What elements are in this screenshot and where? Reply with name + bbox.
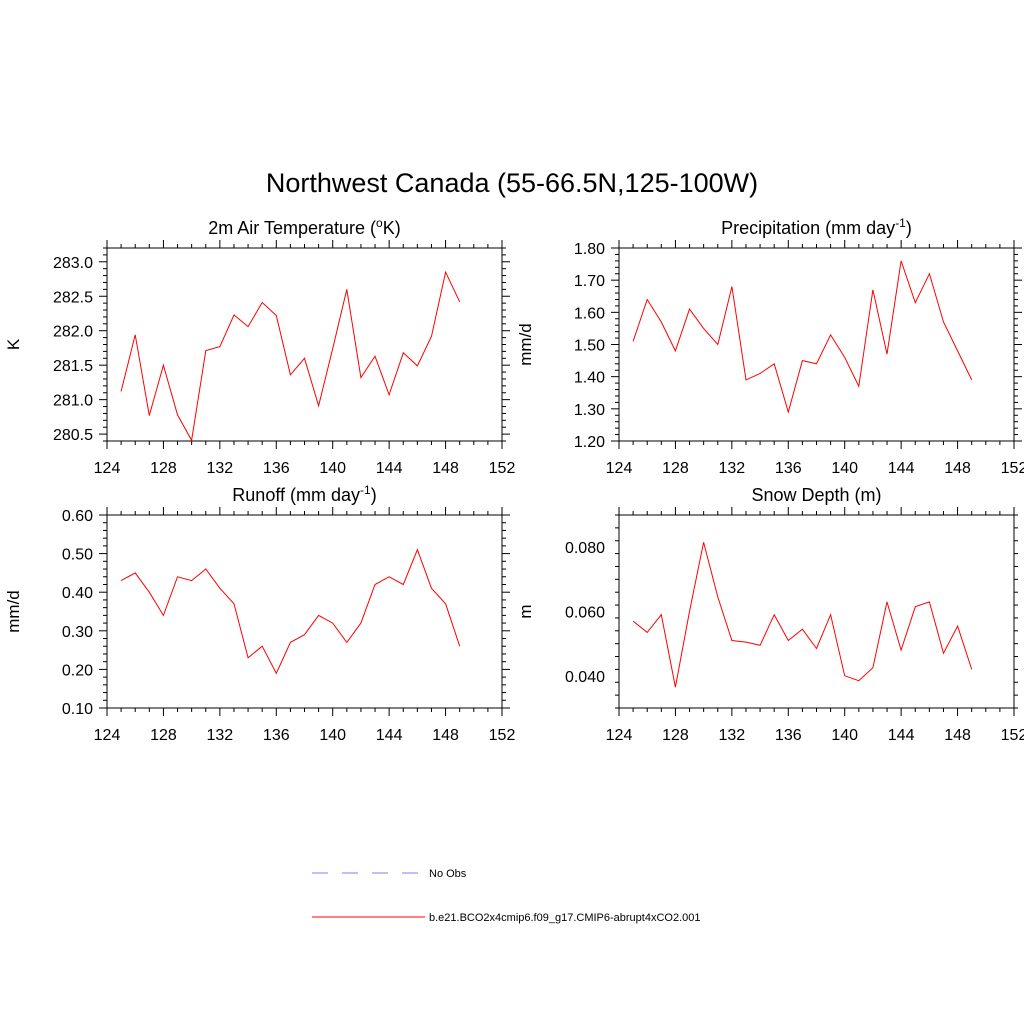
x-tick-label-snow-depth: 144 bbox=[888, 727, 915, 744]
plot-frame-air-temperature bbox=[106, 247, 503, 442]
y-axis-label-runoff: mm/d bbox=[4, 590, 23, 633]
y-tick-label-air-temperature: 282.0 bbox=[53, 324, 93, 341]
x-tick-label-precipitation: 132 bbox=[719, 460, 746, 477]
y-tick-label-air-temperature: 281.5 bbox=[53, 358, 93, 375]
x-tick-label-runoff: 136 bbox=[263, 727, 290, 744]
y-tick-label-runoff: 0.20 bbox=[62, 662, 93, 679]
y-tick-label-runoff: 0.10 bbox=[62, 701, 93, 718]
y-tick-label-precipitation: 1.80 bbox=[574, 241, 605, 258]
x-tick-label-air-temperature: 124 bbox=[94, 460, 121, 477]
y-tick-label-precipitation: 1.60 bbox=[574, 305, 605, 322]
panel-title-snow-depth: Snow Depth (m) bbox=[751, 485, 881, 505]
y-tick-label-air-temperature: 282.5 bbox=[53, 289, 93, 306]
panel-title-air-temperature: 2m Air Temperature (oK) bbox=[208, 216, 400, 238]
y-tick-label-runoff: 0.50 bbox=[62, 547, 93, 564]
legend: No Obs b.e21.BCO2x4cmip6.f09_g17.CMIP6-a… bbox=[312, 868, 701, 924]
series-line-air-temperature bbox=[120, 270, 461, 442]
y-axis-label-air-temperature: K bbox=[4, 338, 23, 350]
x-tick-label-air-temperature: 148 bbox=[432, 460, 459, 477]
panel-title-text: Runoff (mm day bbox=[232, 485, 360, 505]
panel-snow-depth: 124 128 132 136 140 144 148 152 0.040 0.060 0.080 m… bbox=[516, 485, 1024, 744]
x-tick-label-runoff: 124 bbox=[94, 727, 121, 744]
y-tick-label-air-temperature: 280.5 bbox=[53, 427, 93, 444]
y-tick-label-precipitation: 1.40 bbox=[574, 370, 605, 387]
x-tick-label-air-temperature: 136 bbox=[263, 460, 290, 477]
x-tick-label-runoff: 144 bbox=[376, 727, 403, 744]
panel-title-text-end: ) bbox=[906, 218, 912, 238]
panel-title-superscript: -1 bbox=[895, 216, 906, 230]
x-tick-label-air-temperature: 152 bbox=[489, 460, 516, 477]
panel-title-text: 2m Air Temperature ( bbox=[208, 218, 376, 238]
x-tick-label-air-temperature: 140 bbox=[319, 460, 346, 477]
x-tick-label-precipitation: 140 bbox=[831, 460, 858, 477]
panel-title-superscript: -1 bbox=[360, 483, 371, 497]
x-tick-label-precipitation: 148 bbox=[944, 460, 971, 477]
x-tick-label-runoff: 132 bbox=[207, 727, 234, 744]
y-tick-label-runoff: 0.30 bbox=[62, 624, 93, 641]
panel-title-text: Precipitation (mm day bbox=[721, 218, 895, 238]
series-line-snow-depth bbox=[632, 542, 973, 688]
panel-title-precipitation: Precipitation (mm day-1) bbox=[721, 216, 912, 238]
x-tick-label-runoff: 148 bbox=[432, 727, 459, 744]
plot-frame-runoff bbox=[106, 514, 503, 709]
y-tick-label-runoff: 0.60 bbox=[62, 508, 93, 525]
panel-title-text: Snow Depth (m) bbox=[751, 485, 881, 505]
x-tick-label-precipitation: 128 bbox=[662, 460, 689, 477]
panel-air-temperature: 124 128 132 136 140 144 148 152 280.5 281.0 281.5 2… bbox=[4, 216, 515, 477]
panel-precipitation: 124 128 132 136 140 144 148 152 1.20 1.30 1.40 1.50… bbox=[516, 216, 1024, 477]
y-tick-label-precipitation: 1.30 bbox=[574, 402, 605, 419]
x-tick-label-runoff: 140 bbox=[319, 727, 346, 744]
series-line-precipitation bbox=[632, 260, 973, 414]
y-tick-label-precipitation: 1.20 bbox=[574, 434, 605, 451]
panel-title-runoff: Runoff (mm day-1) bbox=[232, 483, 376, 505]
y-tick-label-snow-depth: 0.040 bbox=[565, 669, 605, 686]
x-tick-label-precipitation: 136 bbox=[775, 460, 802, 477]
x-tick-label-precipitation: 144 bbox=[888, 460, 915, 477]
y-tick-label-air-temperature: 283.0 bbox=[53, 255, 93, 272]
figure-title: Northwest Canada (55-66.5N,125-100W) bbox=[266, 168, 758, 198]
y-tick-label-runoff: 0.40 bbox=[62, 585, 93, 602]
y-axis-label-precipitation: mm/d bbox=[516, 323, 535, 366]
x-tick-label-snow-depth: 124 bbox=[606, 727, 633, 744]
x-tick-label-air-temperature: 128 bbox=[150, 460, 177, 477]
series-line-runoff bbox=[120, 548, 461, 675]
x-tick-label-snow-depth: 132 bbox=[719, 727, 746, 744]
x-tick-label-snow-depth: 140 bbox=[831, 727, 858, 744]
panel-title-text-end: K) bbox=[383, 218, 401, 238]
plot-frame-snow-depth bbox=[618, 514, 1015, 709]
legend-label-model: b.e21.BCO2x4cmip6.f09_g17.CMIP6-abrupt4x… bbox=[429, 912, 701, 924]
x-tick-label-snow-depth: 152 bbox=[1001, 727, 1024, 744]
x-tick-label-snow-depth: 128 bbox=[662, 727, 689, 744]
x-tick-label-precipitation: 152 bbox=[1001, 460, 1024, 477]
y-tick-label-snow-depth: 0.080 bbox=[565, 540, 605, 557]
panel-runoff: 124 128 132 136 140 144 148 152 0.10 0.20 0.30 0.40… bbox=[4, 483, 515, 744]
x-tick-label-air-temperature: 144 bbox=[376, 460, 403, 477]
x-tick-label-snow-depth: 136 bbox=[775, 727, 802, 744]
y-tick-label-snow-depth: 0.060 bbox=[565, 605, 605, 622]
panel-title-text-end: ) bbox=[371, 485, 377, 505]
y-tick-label-air-temperature: 281.0 bbox=[53, 393, 93, 410]
x-tick-label-air-temperature: 132 bbox=[207, 460, 234, 477]
y-tick-label-precipitation: 1.70 bbox=[574, 273, 605, 290]
x-tick-label-runoff: 152 bbox=[489, 727, 516, 744]
y-tick-label-precipitation: 1.50 bbox=[574, 338, 605, 355]
y-axis-label-snow-depth: m bbox=[516, 604, 535, 618]
x-tick-label-snow-depth: 148 bbox=[944, 727, 971, 744]
panels-group: 124 128 132 136 140 144 148 152 280.5 281.0 281.5 2… bbox=[4, 216, 1024, 744]
x-tick-label-precipitation: 124 bbox=[606, 460, 633, 477]
legend-label-no-obs: No Obs bbox=[429, 868, 467, 880]
x-tick-label-runoff: 128 bbox=[150, 727, 177, 744]
panel-title-superscript: o bbox=[376, 216, 383, 230]
